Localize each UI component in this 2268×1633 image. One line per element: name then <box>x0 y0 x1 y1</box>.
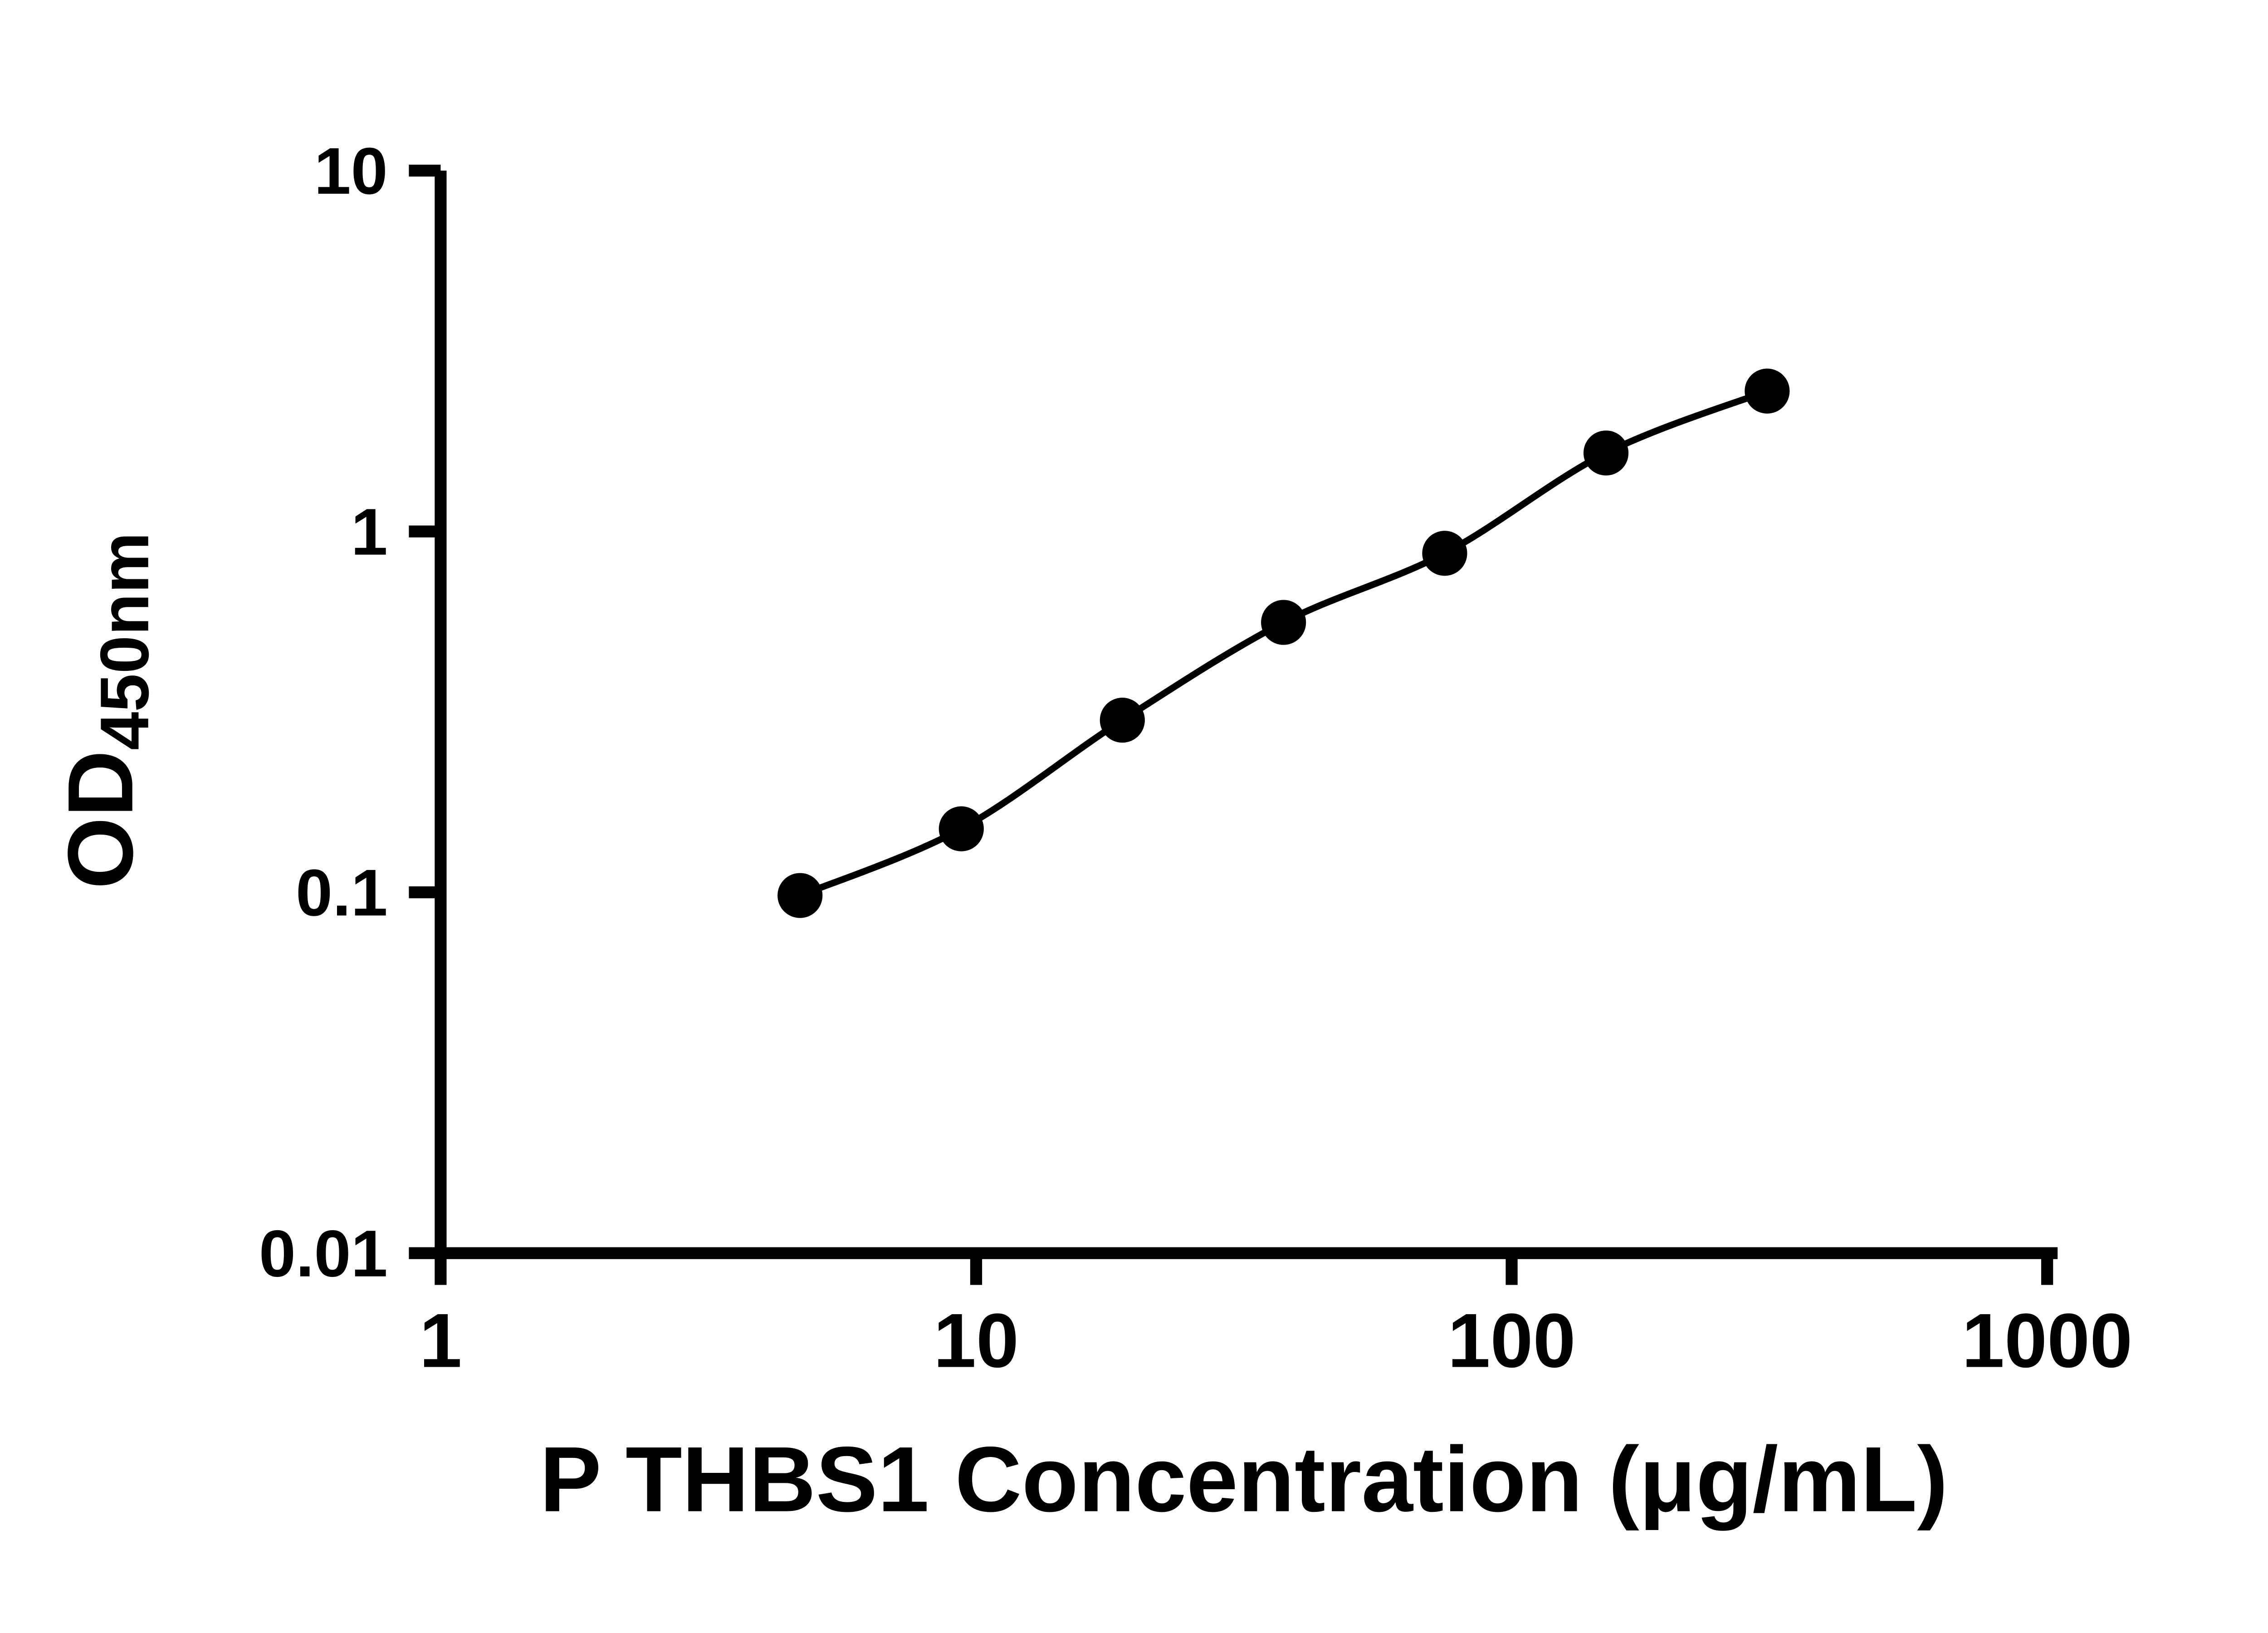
data-points-group <box>777 368 1790 918</box>
data-point <box>938 806 984 851</box>
data-point <box>1100 698 1145 743</box>
data-point <box>1583 430 1629 476</box>
data-point <box>1261 600 1306 645</box>
data-point <box>1422 531 1467 576</box>
x-tick-label: 100 <box>1447 1298 1575 1384</box>
y-tick-label: 1 <box>351 495 388 569</box>
data-point <box>1745 368 1790 414</box>
data-point <box>777 873 823 918</box>
y-tick-label: 0.1 <box>296 856 388 929</box>
y-axis-title-main: OD <box>49 750 152 889</box>
x-tick-label: 10 <box>934 1298 1019 1384</box>
x-tick-label: 1 <box>419 1298 462 1384</box>
axis-frame <box>435 171 2058 1259</box>
tick-marks <box>409 165 2053 1285</box>
y-tick-label: 0.01 <box>259 1217 388 1291</box>
y-axis-title: OD450nm <box>49 532 163 889</box>
x-axis-title: P THBS1 Concentration (μg/mL) <box>540 1428 1948 1531</box>
y-tick-label: 10 <box>314 134 387 208</box>
x-tick-label: 1000 <box>1962 1298 2132 1384</box>
tick-labels: 0.01 0.1 1 10 1 10 100 1000 <box>259 134 2132 1383</box>
axes <box>435 171 2058 1259</box>
y-axis-title-subscript: 450nm <box>87 532 163 750</box>
